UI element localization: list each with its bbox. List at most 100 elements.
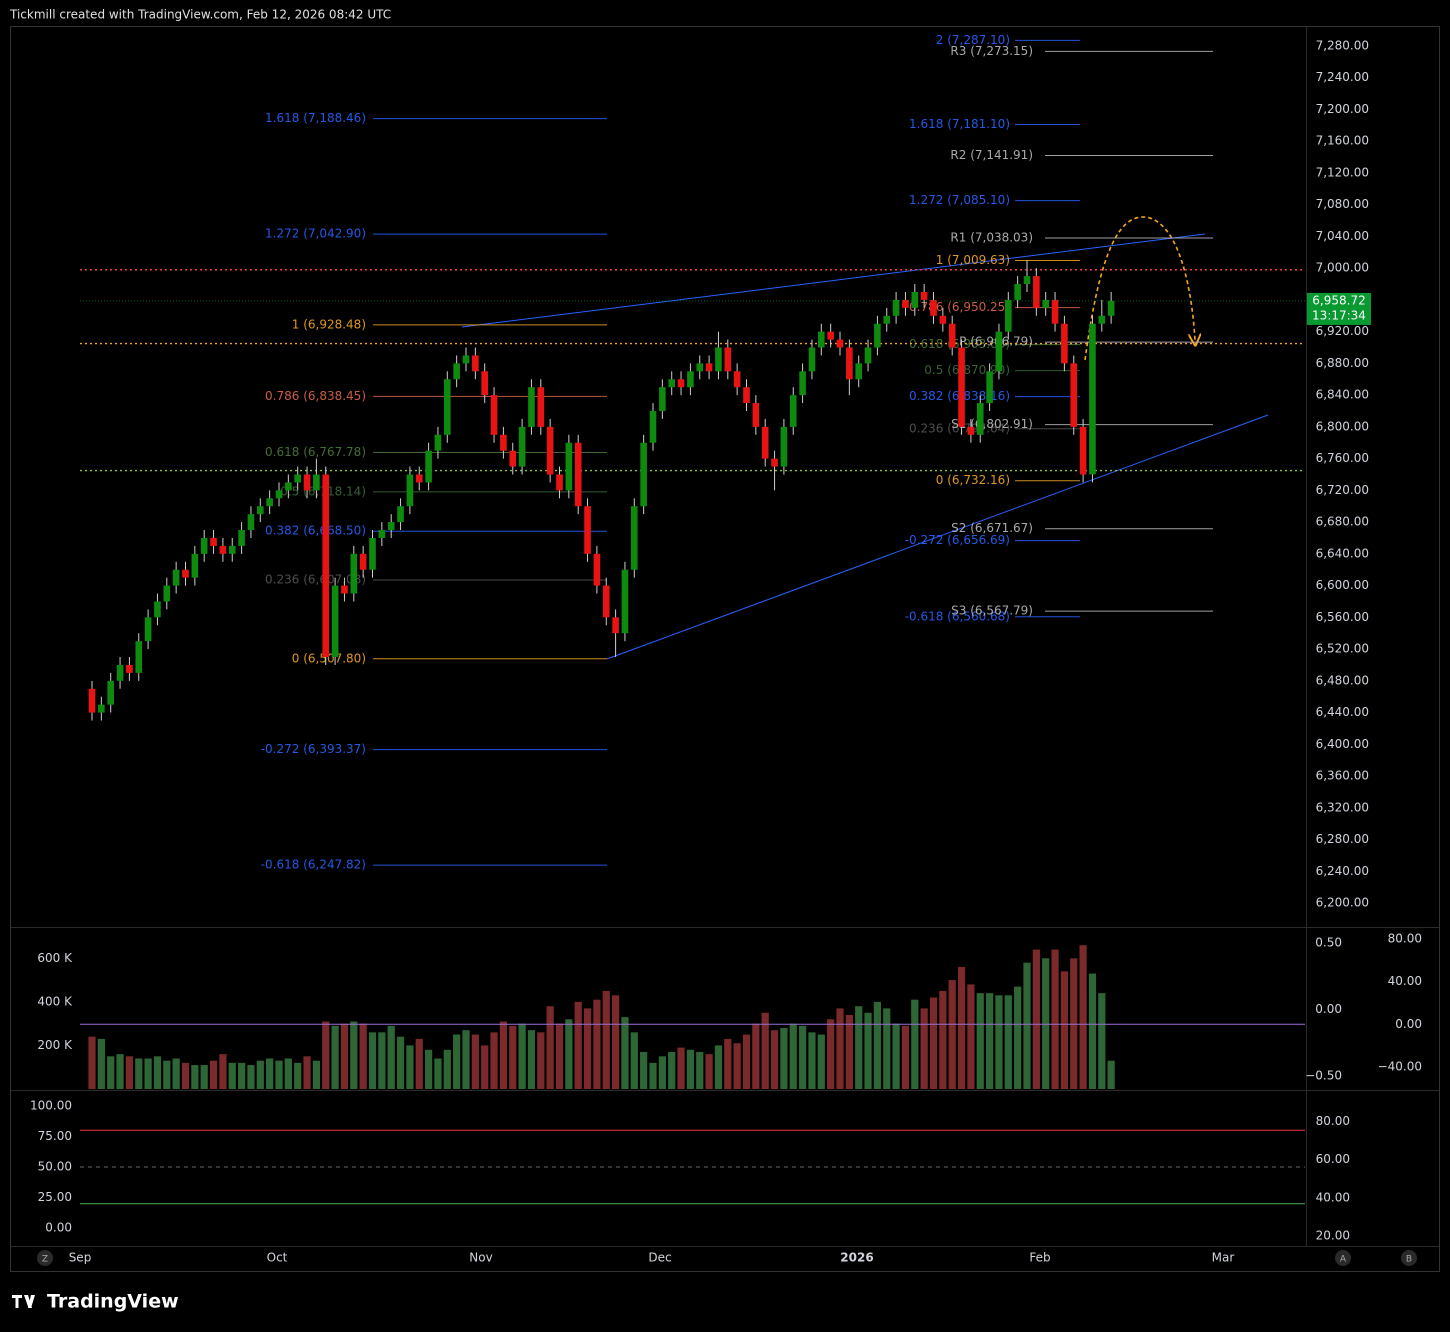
candle-body bbox=[1098, 315, 1106, 324]
level-label: R3 (7,273.15) bbox=[950, 44, 1033, 58]
candle-body bbox=[911, 291, 919, 308]
candle-body bbox=[182, 569, 189, 578]
x-tick-label: Nov bbox=[469, 1251, 492, 1265]
y-tick-label: 75.00 bbox=[38, 1129, 72, 1143]
candle-body bbox=[1042, 299, 1049, 308]
candle-body bbox=[537, 387, 545, 427]
volume-bar bbox=[443, 1049, 451, 1089]
volume-bar bbox=[1098, 993, 1106, 1089]
volume-bar bbox=[247, 1065, 255, 1089]
level-label: 1 (6,928.48) bbox=[292, 317, 366, 331]
candle-body bbox=[1107, 300, 1115, 316]
candle-body bbox=[107, 680, 114, 705]
y-tick-label: 40.00 bbox=[1316, 1190, 1350, 1204]
volume-bar bbox=[957, 966, 966, 1089]
candle-body bbox=[350, 553, 358, 594]
scale-button-label[interactable]: Z bbox=[42, 1255, 48, 1265]
level-label: 1 (7,009.63) bbox=[936, 253, 1010, 267]
volume-bar bbox=[471, 1034, 479, 1089]
candle-body bbox=[1023, 276, 1031, 285]
scale-button[interactable] bbox=[1401, 1250, 1417, 1266]
candle-body bbox=[275, 490, 283, 499]
volume-bar bbox=[340, 1023, 349, 1089]
scale-button[interactable] bbox=[37, 1250, 53, 1266]
volume-bar bbox=[97, 1038, 105, 1089]
level-label: 0.618 (6,767.78) bbox=[265, 445, 366, 459]
candle-body bbox=[116, 664, 124, 681]
level-label: -0.272 (6,393.37) bbox=[261, 742, 366, 756]
y-tick-label: 40.00 bbox=[1388, 974, 1422, 988]
volume-bar bbox=[883, 1008, 891, 1089]
volume-bar bbox=[621, 1017, 629, 1089]
x-tick-label: Mar bbox=[1212, 1251, 1235, 1265]
y-tick-label: 7,000.00 bbox=[1316, 261, 1369, 275]
volume-bar bbox=[219, 1054, 227, 1089]
candle-body bbox=[210, 537, 217, 546]
y-tick-label: 400 K bbox=[37, 994, 73, 1008]
y-tick-label: 80.00 bbox=[1316, 1114, 1350, 1128]
candle-body bbox=[509, 450, 517, 467]
candle-body bbox=[406, 474, 414, 507]
volume-bar bbox=[1070, 958, 1078, 1089]
candle-body bbox=[808, 347, 816, 372]
volume-bar bbox=[855, 1006, 863, 1089]
y-tick-label: 6,520.00 bbox=[1316, 642, 1369, 656]
candle-body bbox=[247, 514, 255, 531]
candle-body bbox=[341, 585, 348, 594]
candle-body bbox=[1014, 284, 1021, 300]
volume-bar bbox=[368, 1032, 377, 1089]
volume-bar bbox=[144, 1058, 152, 1089]
candle-body bbox=[1089, 323, 1096, 475]
candle-body bbox=[677, 379, 685, 388]
candle-body bbox=[556, 474, 563, 491]
volume-bar bbox=[986, 993, 994, 1089]
volume-bar bbox=[827, 1019, 835, 1089]
y-tick-label: 6,840.00 bbox=[1316, 388, 1369, 402]
volume-bar bbox=[668, 1051, 676, 1089]
y-tick-label: −0.50 bbox=[1305, 1068, 1342, 1082]
candle-body bbox=[892, 299, 900, 316]
volume-bar bbox=[181, 1062, 190, 1089]
candle-body bbox=[163, 585, 171, 602]
level-label: 1.272 (7,085.10) bbox=[909, 193, 1010, 207]
volume-bar bbox=[462, 1030, 470, 1089]
y-tick-label: 60.00 bbox=[1316, 1152, 1350, 1166]
last-price-box bbox=[1307, 292, 1371, 325]
candle-body bbox=[444, 379, 451, 435]
scale-button-label[interactable]: A bbox=[1340, 1255, 1347, 1265]
volume-bar bbox=[686, 1049, 694, 1089]
volume-bar bbox=[1107, 1060, 1115, 1089]
y-tick-label: 6,440.00 bbox=[1316, 705, 1369, 719]
candle-body bbox=[846, 347, 853, 380]
candle-body bbox=[705, 363, 713, 372]
axis-layer: 7,280.00 7,240.00 7,200.00 7,160.00 7,120.00… bbox=[30, 38, 1422, 1266]
volume-bar bbox=[780, 1027, 788, 1089]
candle-body bbox=[200, 537, 208, 554]
scale-button[interactable] bbox=[1335, 1250, 1351, 1266]
candle-body bbox=[219, 545, 227, 554]
candle-body bbox=[322, 474, 330, 658]
candle-body bbox=[874, 323, 881, 348]
y-tick-label: 0.00 bbox=[45, 1221, 72, 1235]
volume-bar bbox=[929, 997, 938, 1089]
level-label: 1.618 (7,188.46) bbox=[265, 111, 366, 125]
scale-button-label[interactable]: B bbox=[1406, 1255, 1412, 1265]
candle-body bbox=[958, 347, 965, 427]
candle-body bbox=[154, 601, 161, 618]
level-label: S3 (6,567.79) bbox=[951, 604, 1033, 618]
volume-bar bbox=[135, 1058, 143, 1089]
candle-body bbox=[1005, 299, 1012, 332]
volume-bar bbox=[612, 995, 620, 1089]
candle-body bbox=[902, 299, 909, 308]
volume-bar bbox=[116, 1054, 124, 1089]
volume-bar bbox=[415, 1038, 423, 1089]
y-tick-label: −40.00 bbox=[1378, 1059, 1422, 1073]
candle-body bbox=[546, 426, 554, 475]
volume-bar bbox=[266, 1058, 274, 1089]
candle-body bbox=[855, 363, 862, 380]
level-label: -0.272 (6,656.69) bbox=[905, 533, 1010, 547]
drawings bbox=[461, 216, 1269, 660]
y-tick-label: 7,120.00 bbox=[1316, 165, 1369, 179]
level-label: 1.272 (7,042.90) bbox=[265, 227, 366, 241]
volume-bar bbox=[1023, 962, 1031, 1089]
